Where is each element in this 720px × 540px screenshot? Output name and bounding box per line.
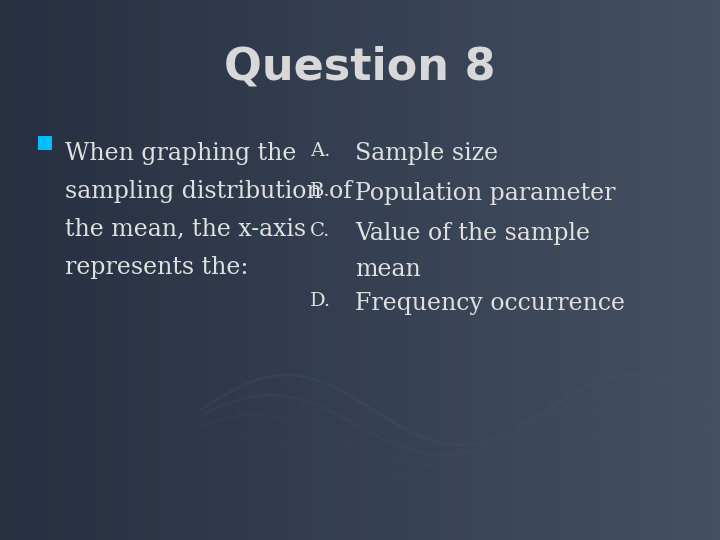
Text: mean: mean [355,258,420,281]
FancyBboxPatch shape [38,136,52,150]
Text: C.: C. [310,222,330,240]
Text: Frequency occurrence: Frequency occurrence [355,292,625,315]
Text: sampling distribution of: sampling distribution of [65,180,352,203]
Text: represents the:: represents the: [65,256,248,279]
Text: Sample size: Sample size [355,142,498,165]
Text: A.: A. [310,142,330,160]
Text: When graphing the: When graphing the [65,142,297,165]
Text: Question 8: Question 8 [224,45,496,88]
Text: Value of the sample: Value of the sample [355,222,590,245]
Text: B.: B. [310,182,330,200]
Text: D.: D. [310,292,331,310]
Text: Population parameter: Population parameter [355,182,616,205]
Text: the mean, the x-axis: the mean, the x-axis [65,218,306,241]
